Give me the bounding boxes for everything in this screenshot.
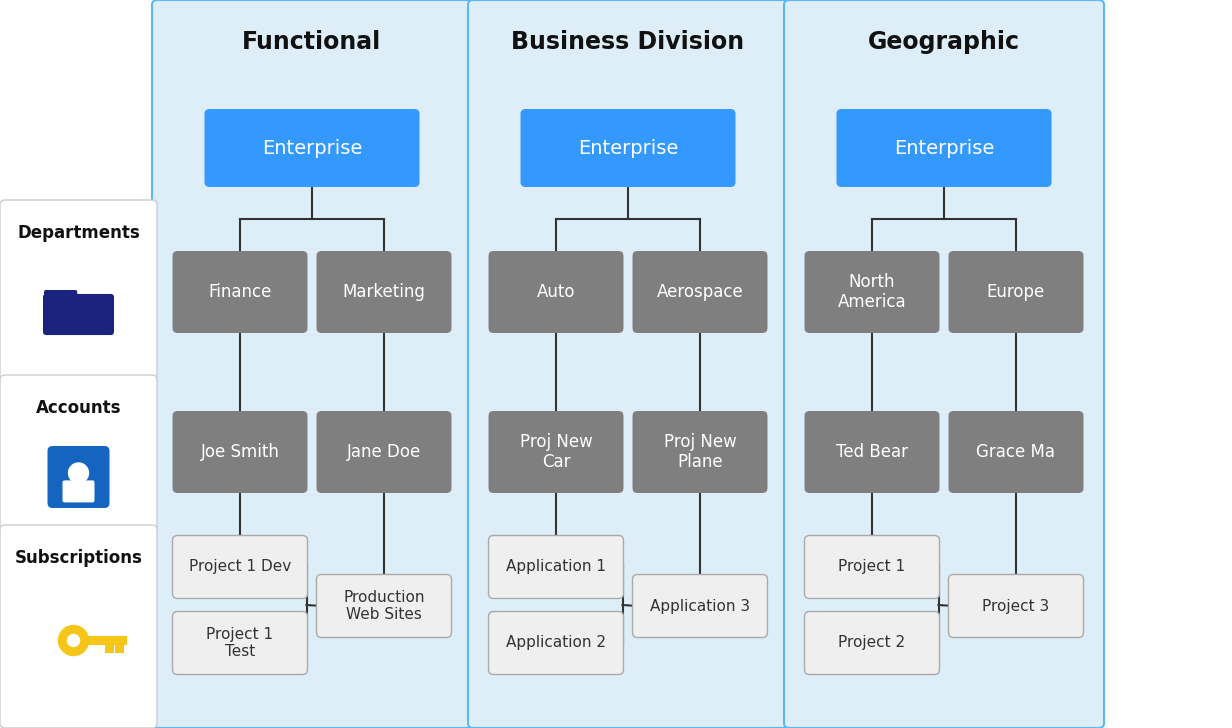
FancyBboxPatch shape bbox=[949, 574, 1083, 638]
FancyBboxPatch shape bbox=[115, 645, 123, 653]
FancyBboxPatch shape bbox=[632, 411, 768, 493]
Text: Proj New
Car: Proj New Car bbox=[520, 432, 593, 472]
Text: Ted Bear: Ted Bear bbox=[837, 443, 908, 461]
FancyBboxPatch shape bbox=[489, 251, 623, 333]
FancyBboxPatch shape bbox=[172, 536, 308, 598]
Circle shape bbox=[69, 463, 89, 483]
FancyBboxPatch shape bbox=[317, 411, 451, 493]
Text: Functional: Functional bbox=[243, 30, 382, 54]
Text: Enterprise: Enterprise bbox=[893, 138, 994, 157]
Text: Europe: Europe bbox=[987, 283, 1045, 301]
FancyBboxPatch shape bbox=[86, 636, 127, 645]
Text: Project 3: Project 3 bbox=[982, 598, 1050, 614]
FancyBboxPatch shape bbox=[105, 645, 113, 653]
FancyBboxPatch shape bbox=[804, 411, 940, 493]
FancyBboxPatch shape bbox=[489, 612, 623, 675]
Text: Proj New
Plane: Proj New Plane bbox=[664, 432, 737, 472]
FancyBboxPatch shape bbox=[804, 612, 940, 675]
FancyBboxPatch shape bbox=[0, 375, 156, 535]
FancyBboxPatch shape bbox=[63, 480, 95, 502]
Text: Joe Smith: Joe Smith bbox=[201, 443, 280, 461]
FancyBboxPatch shape bbox=[172, 612, 308, 675]
FancyBboxPatch shape bbox=[489, 411, 623, 493]
Text: Project 2: Project 2 bbox=[839, 636, 906, 651]
Text: Aerospace: Aerospace bbox=[657, 283, 743, 301]
FancyBboxPatch shape bbox=[172, 251, 308, 333]
Text: Enterprise: Enterprise bbox=[262, 138, 362, 157]
FancyBboxPatch shape bbox=[44, 290, 78, 306]
Text: Application 1: Application 1 bbox=[506, 560, 606, 574]
FancyBboxPatch shape bbox=[949, 411, 1083, 493]
FancyBboxPatch shape bbox=[784, 0, 1104, 728]
Text: Auto: Auto bbox=[537, 283, 575, 301]
FancyBboxPatch shape bbox=[172, 411, 308, 493]
FancyBboxPatch shape bbox=[520, 109, 736, 187]
Text: Geographic: Geographic bbox=[869, 30, 1020, 54]
FancyBboxPatch shape bbox=[804, 251, 940, 333]
Text: Project 1
Test: Project 1 Test bbox=[207, 627, 274, 659]
FancyBboxPatch shape bbox=[949, 251, 1083, 333]
Text: Project 1: Project 1 bbox=[839, 560, 906, 574]
FancyBboxPatch shape bbox=[804, 536, 940, 598]
Text: Project 1 Dev: Project 1 Dev bbox=[188, 560, 291, 574]
FancyBboxPatch shape bbox=[205, 109, 420, 187]
FancyBboxPatch shape bbox=[468, 0, 788, 728]
Text: Subscriptions: Subscriptions bbox=[15, 549, 143, 567]
Text: Application 2: Application 2 bbox=[506, 636, 606, 651]
Text: Enterprise: Enterprise bbox=[578, 138, 678, 157]
Text: Finance: Finance bbox=[208, 283, 272, 301]
FancyBboxPatch shape bbox=[317, 574, 451, 638]
Text: Business Division: Business Division bbox=[511, 30, 744, 54]
FancyBboxPatch shape bbox=[43, 294, 115, 335]
Circle shape bbox=[68, 635, 80, 646]
FancyBboxPatch shape bbox=[0, 200, 156, 385]
Text: North
America: North America bbox=[838, 272, 907, 312]
FancyBboxPatch shape bbox=[48, 446, 110, 508]
Text: Marketing: Marketing bbox=[342, 283, 425, 301]
Circle shape bbox=[58, 625, 89, 655]
Text: Application 3: Application 3 bbox=[650, 598, 750, 614]
FancyBboxPatch shape bbox=[632, 251, 768, 333]
FancyBboxPatch shape bbox=[152, 0, 472, 728]
FancyBboxPatch shape bbox=[0, 525, 156, 728]
FancyBboxPatch shape bbox=[837, 109, 1051, 187]
Text: Production
Web Sites: Production Web Sites bbox=[344, 590, 425, 622]
Text: Jane Doe: Jane Doe bbox=[347, 443, 421, 461]
FancyBboxPatch shape bbox=[632, 574, 768, 638]
FancyBboxPatch shape bbox=[317, 251, 451, 333]
Text: Departments: Departments bbox=[17, 224, 140, 242]
Text: Accounts: Accounts bbox=[36, 399, 121, 417]
FancyBboxPatch shape bbox=[489, 536, 623, 598]
Text: Grace Ma: Grace Ma bbox=[977, 443, 1056, 461]
